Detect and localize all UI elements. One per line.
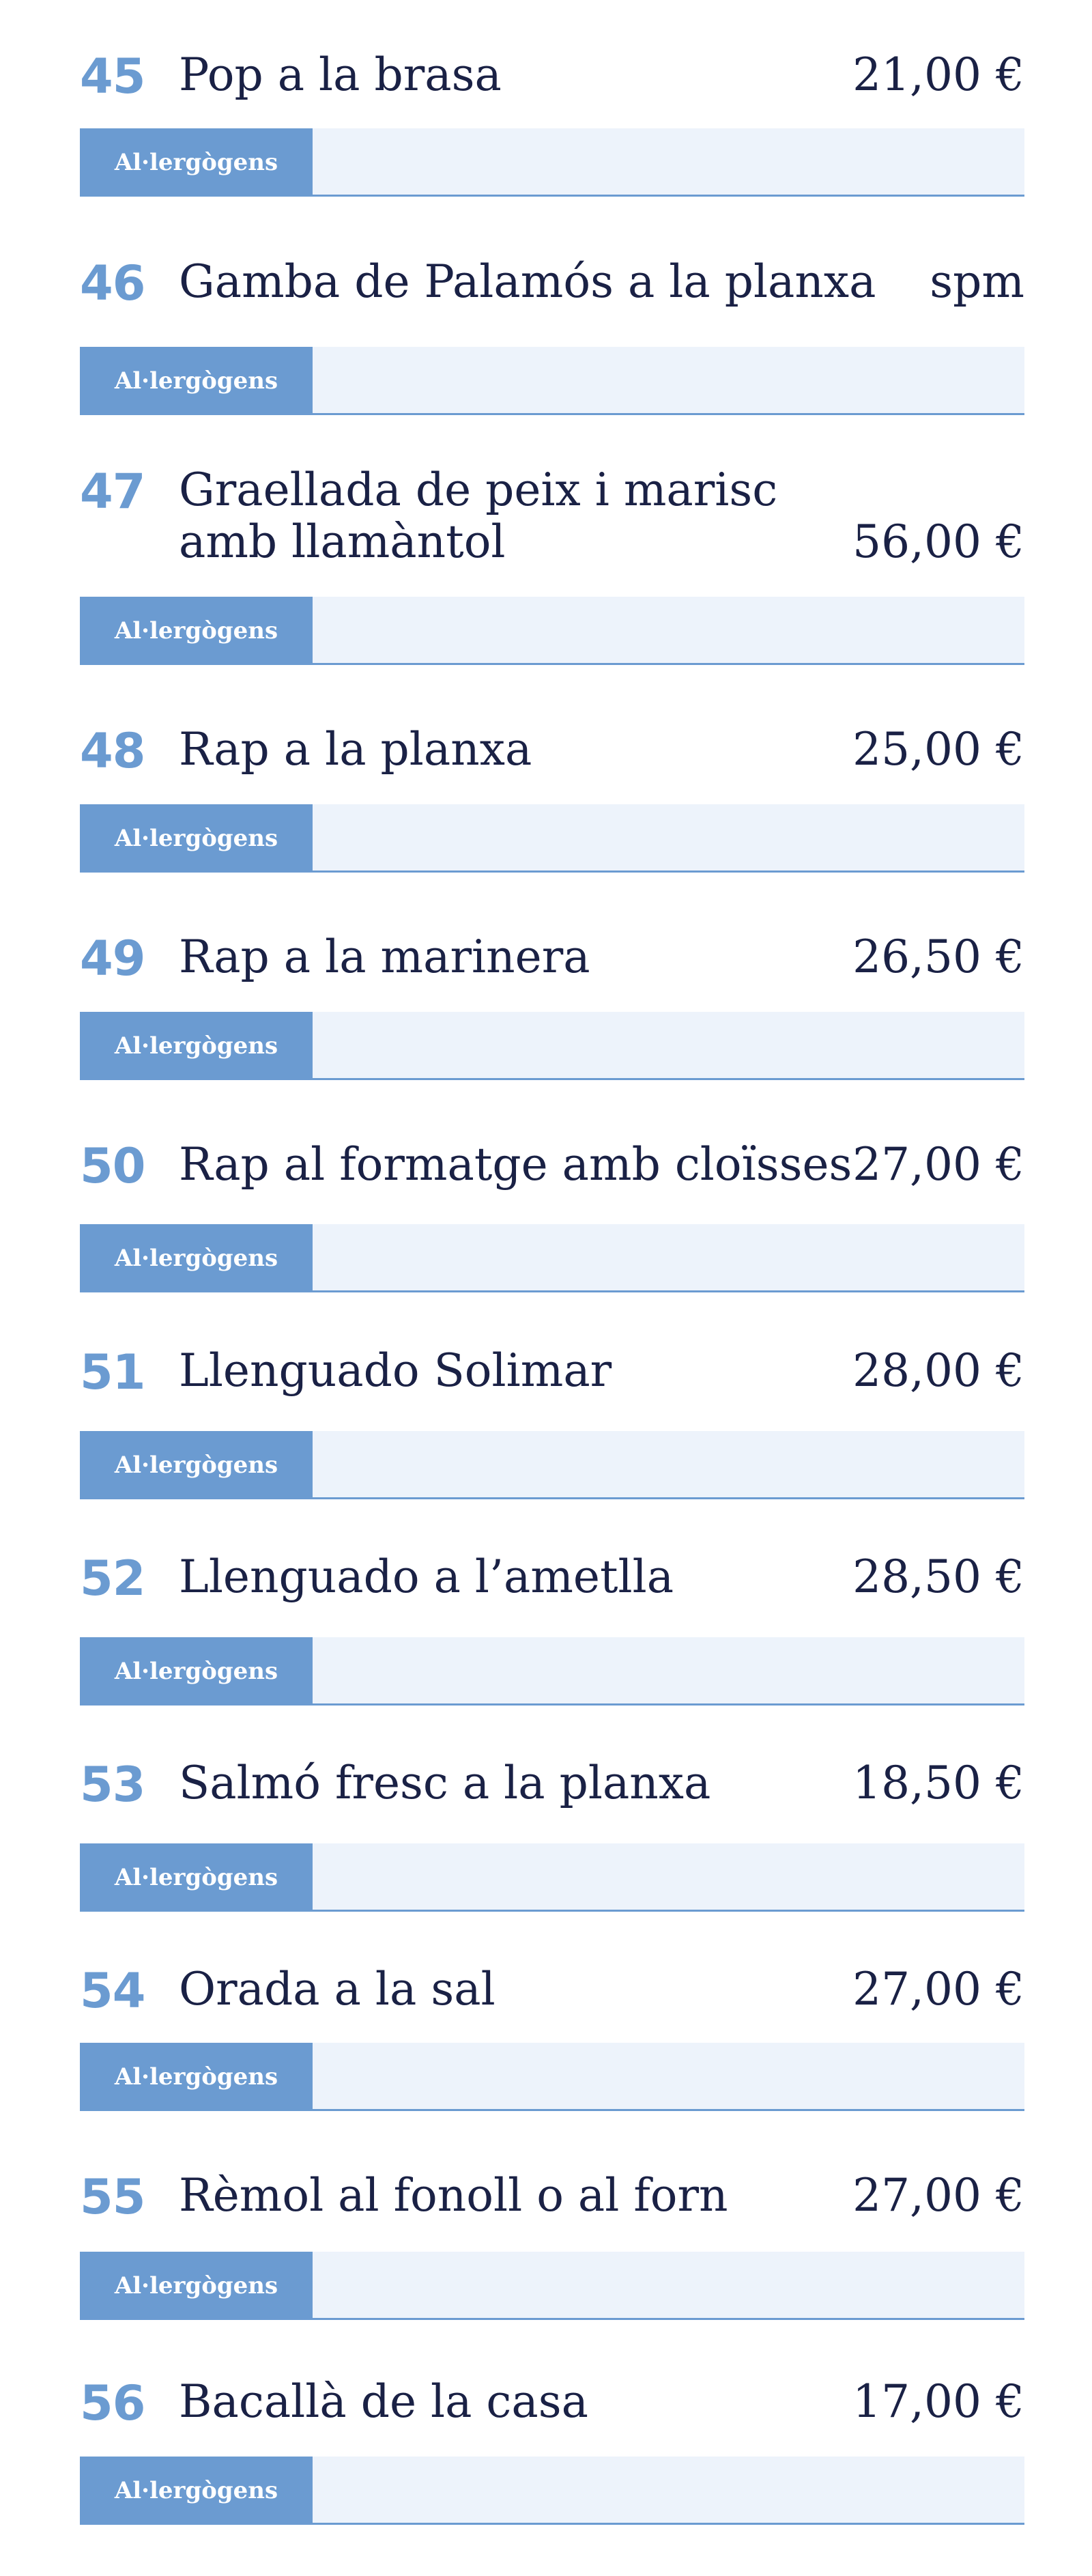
item-name: Rèmol al fonoll o al forn bbox=[179, 2169, 728, 2222]
item-number: 49 bbox=[80, 931, 145, 987]
item-name-line2: amb llamàntol bbox=[179, 515, 506, 568]
item-price: 28,00 € bbox=[852, 1344, 1024, 1397]
item-name: Llenguado Solimar bbox=[179, 1344, 612, 1397]
item-name: Rap al formatge amb cloïsses bbox=[179, 1138, 852, 1191]
item-name-line1: Graellada de peix i marisc bbox=[179, 464, 778, 516]
item-number: 53 bbox=[80, 1757, 145, 1813]
allergen-button[interactable]: Al·lergògens bbox=[80, 1431, 313, 1499]
item-number: 50 bbox=[80, 1138, 145, 1194]
allergen-button[interactable]: Al·lergògens bbox=[80, 2457, 313, 2525]
item-name: Rap a la marinera bbox=[179, 931, 590, 983]
item-price: 56,00 € bbox=[852, 515, 1024, 568]
item-number: 54 bbox=[80, 1963, 145, 2019]
item-number: 46 bbox=[80, 255, 145, 311]
allergen-button[interactable]: Al·lergògens bbox=[80, 1637, 313, 1705]
allergen-bar: Al·lergògens bbox=[80, 2457, 1024, 2525]
item-name: Pop a la brasa bbox=[179, 48, 502, 101]
allergen-button[interactable]: Al·lergògens bbox=[80, 2252, 313, 2320]
allergen-button[interactable]: Al·lergògens bbox=[80, 804, 313, 873]
item-price: spm bbox=[930, 255, 1024, 308]
allergen-button[interactable]: Al·lergògens bbox=[80, 1843, 313, 1912]
item-number: 47 bbox=[80, 464, 145, 520]
allergen-bar: Al·lergògens bbox=[80, 347, 1024, 415]
allergen-button[interactable]: Al·lergògens bbox=[80, 128, 313, 197]
item-name: Salmó fresc a la planxa bbox=[179, 1757, 711, 1809]
item-name: Orada a la sal bbox=[179, 1963, 495, 2015]
item-price: 25,00 € bbox=[852, 723, 1024, 776]
allergen-button[interactable]: Al·lergògens bbox=[80, 2043, 313, 2111]
item-price: 27,00 € bbox=[852, 1138, 1024, 1191]
allergen-button[interactable]: Al·lergògens bbox=[80, 1012, 313, 1080]
allergen-bar: Al·lergògens bbox=[80, 1224, 1024, 1292]
item-name: Bacallà de la casa bbox=[179, 2375, 588, 2428]
item-price: 21,00 € bbox=[852, 48, 1024, 101]
allergen-bar: Al·lergògens bbox=[80, 2043, 1024, 2111]
item-price: 26,50 € bbox=[852, 931, 1024, 983]
item-name: Llenguado a l’ametlla bbox=[179, 1551, 674, 1603]
item-number: 56 bbox=[80, 2375, 145, 2431]
allergen-bar: Al·lergògens bbox=[80, 2252, 1024, 2320]
item-price: 28,50 € bbox=[852, 1551, 1024, 1603]
item-number: 45 bbox=[80, 48, 145, 104]
item-price: 18,50 € bbox=[852, 1757, 1024, 1809]
allergen-button[interactable]: Al·lergògens bbox=[80, 597, 313, 665]
item-number: 55 bbox=[80, 2169, 145, 2225]
allergen-bar: Al·lergògens bbox=[80, 1012, 1024, 1080]
allergen-bar: Al·lergògens bbox=[80, 1843, 1024, 1912]
allergen-bar: Al·lergògens bbox=[80, 804, 1024, 873]
allergen-bar: Al·lergògens bbox=[80, 1431, 1024, 1499]
allergen-button[interactable]: Al·lergògens bbox=[80, 347, 313, 415]
item-price: 27,00 € bbox=[852, 2169, 1024, 2222]
allergen-bar: Al·lergògens bbox=[80, 128, 1024, 197]
item-name: Gamba de Palamós a la planxa bbox=[179, 255, 876, 308]
item-name: Rap a la planxa bbox=[179, 723, 532, 776]
allergen-bar: Al·lergògens bbox=[80, 597, 1024, 665]
allergen-bar: Al·lergògens bbox=[80, 1637, 1024, 1705]
item-number: 52 bbox=[80, 1551, 145, 1607]
item-price: 17,00 € bbox=[852, 2375, 1024, 2428]
item-number: 48 bbox=[80, 723, 145, 779]
item-number: 51 bbox=[80, 1344, 145, 1400]
item-price: 27,00 € bbox=[852, 1963, 1024, 2015]
allergen-button[interactable]: Al·lergògens bbox=[80, 1224, 313, 1292]
